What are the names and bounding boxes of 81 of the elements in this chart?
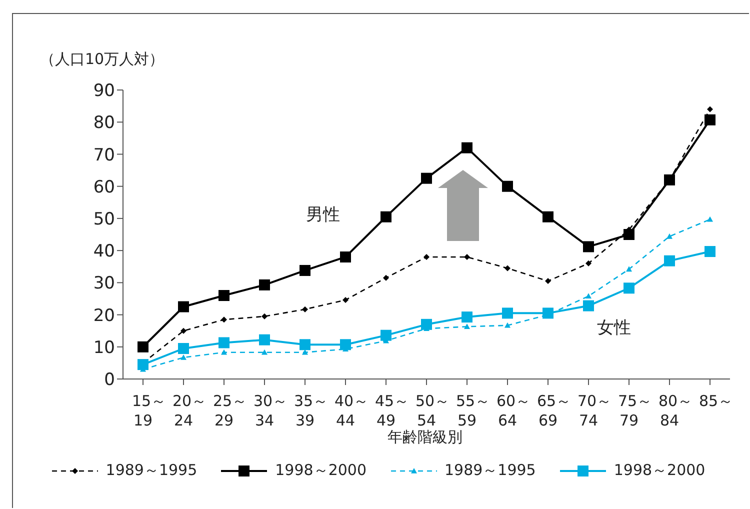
point [586, 260, 592, 266]
x-axis-title: 年齢階級別 [386, 428, 464, 447]
point [421, 318, 432, 330]
x-tick-label: 15～19 [132, 392, 166, 430]
annotation: 女性 [597, 317, 631, 339]
point [704, 114, 716, 126]
point [586, 293, 592, 299]
point [300, 264, 310, 276]
y-tick-label: 90 [93, 81, 115, 102]
x-tick-label: 20～24 [172, 392, 207, 430]
point [462, 312, 472, 323]
point [502, 180, 513, 192]
y-axis-title: （人口10万人対） [40, 50, 164, 69]
y-tick-label: 0 [104, 370, 115, 390]
point [704, 246, 716, 258]
point [262, 313, 268, 320]
x-tick-label: 45～49 [374, 392, 410, 430]
point [664, 255, 675, 266]
point [218, 337, 230, 348]
point [583, 300, 594, 312]
point [504, 322, 510, 328]
point [666, 233, 672, 239]
y-tick-label: 70 [93, 145, 115, 166]
point [221, 316, 227, 323]
point [707, 216, 713, 222]
point [380, 330, 392, 341]
x-tick-label: 85～ [698, 392, 734, 410]
point [545, 278, 551, 284]
point [542, 308, 554, 319]
point [624, 282, 634, 294]
x-tick-label: 75～79 [618, 392, 652, 430]
point [302, 306, 308, 312]
legend-label: 1998～2000 [614, 461, 706, 480]
point [583, 241, 594, 252]
x-tick-label: 60～64 [496, 392, 531, 430]
point [464, 324, 470, 330]
x-tick-label: 25～29 [212, 392, 248, 430]
point [502, 308, 513, 319]
point [504, 265, 510, 272]
y-tick-label: 80 [93, 113, 115, 134]
x-tick-label: 80～84 [658, 392, 693, 430]
point [138, 341, 148, 352]
y-tick-label: 50 [93, 209, 115, 230]
y-tick-label: 40 [93, 242, 115, 262]
point [218, 290, 230, 302]
point [421, 172, 432, 184]
x-tick-label: 50～54 [415, 392, 450, 430]
point [626, 266, 632, 272]
point [707, 106, 713, 112]
point [300, 339, 310, 350]
point [340, 339, 351, 350]
point [259, 334, 270, 346]
y-tick-label: 30 [93, 274, 115, 294]
point [178, 342, 189, 354]
point [180, 328, 186, 334]
point [342, 297, 348, 304]
y-tick-label: 20 [93, 306, 115, 326]
point [180, 354, 186, 360]
point [424, 254, 430, 260]
x-tick-label: 65～69 [536, 392, 572, 430]
legend-label: 1989～1995 [444, 461, 536, 480]
point [380, 211, 392, 222]
legend-label: 1998～2000 [275, 461, 366, 480]
point [624, 229, 634, 240]
y-tick-label: 60 [93, 177, 115, 198]
x-tick-label: 70～74 [577, 392, 612, 430]
point [383, 274, 389, 281]
point [178, 301, 189, 312]
legend-label: 1989～1995 [106, 461, 198, 480]
point [340, 251, 351, 262]
point [542, 211, 554, 222]
point [138, 359, 148, 370]
x-tick-label: 30～34 [253, 392, 288, 430]
x-tick-label: 55～59 [456, 392, 490, 430]
y-tick-label: 10 [93, 338, 115, 358]
annotation: 男性 [306, 204, 340, 226]
point [464, 254, 470, 260]
point [462, 142, 472, 154]
x-tick-label: 35～39 [294, 392, 328, 430]
point [259, 279, 270, 290]
x-tick-label: 40～44 [334, 392, 369, 430]
